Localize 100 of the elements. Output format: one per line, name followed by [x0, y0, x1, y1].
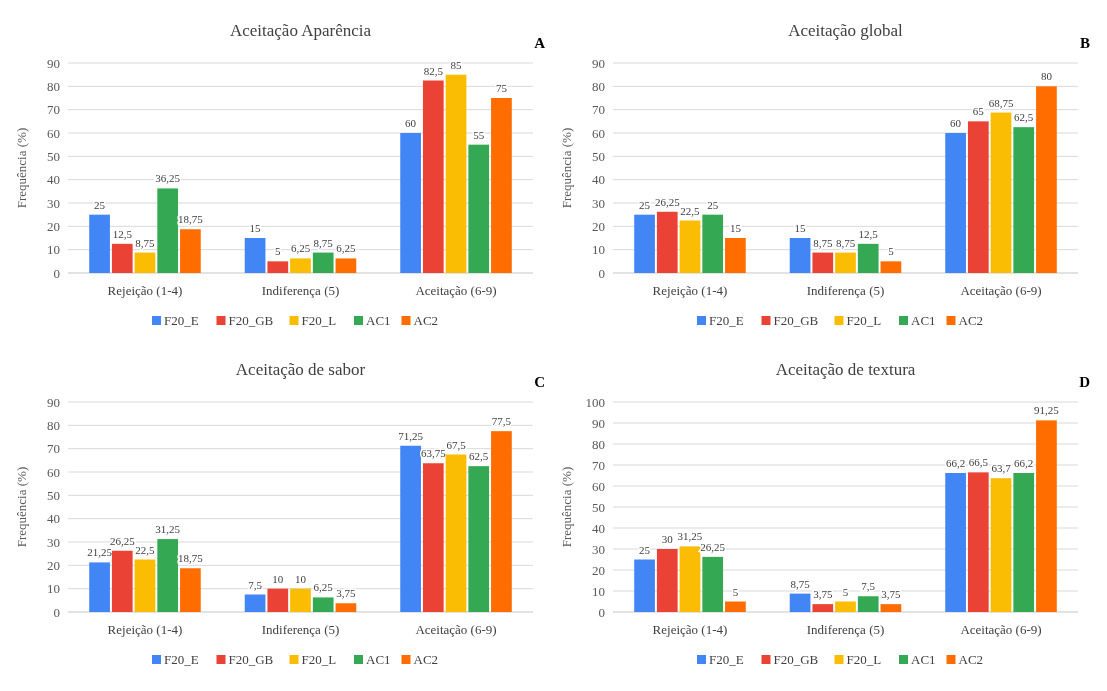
bar — [134, 252, 156, 273]
data-label: 5 — [888, 245, 895, 258]
data-label: 77,5 — [491, 415, 512, 428]
x-tick-label: Aceitação (6-9) — [960, 622, 1042, 637]
y-tick-label: 30 — [592, 541, 605, 557]
data-label: 85 — [450, 58, 463, 71]
legend-label: F20_GB — [773, 652, 819, 667]
y-tick-label: 70 — [592, 102, 605, 118]
bar — [422, 80, 444, 273]
data-label: 21,25 — [87, 546, 113, 559]
y-tick-label: 90 — [592, 415, 605, 431]
legend-label: F20_E — [164, 652, 199, 667]
bar — [1013, 127, 1035, 273]
bar — [400, 445, 421, 612]
y-tick-label: 60 — [592, 478, 605, 494]
data-label: 8,75 — [835, 236, 856, 249]
bar — [812, 604, 834, 612]
bar — [157, 539, 179, 612]
bar — [445, 454, 467, 612]
text: C — [534, 374, 545, 390]
data-label: 26,25 — [109, 534, 136, 547]
bar — [812, 252, 834, 273]
y-tick-label: 90 — [47, 394, 60, 410]
y-tick-label: 20 — [592, 218, 605, 234]
legend-label: F20_E — [164, 313, 199, 328]
y-tick-label: 90 — [592, 55, 605, 71]
bar — [180, 229, 201, 273]
bar — [180, 568, 201, 612]
bar — [468, 466, 490, 612]
x-tick-label: Rejeição (1-4) — [107, 622, 183, 637]
legend-label: F20_GB — [773, 313, 819, 328]
bar — [990, 478, 1012, 612]
legend-label: AC1 — [911, 313, 936, 328]
y-tick-label: 10 — [47, 581, 60, 597]
data-label: 36,25 — [155, 172, 181, 185]
y-tick-label: 10 — [592, 583, 605, 599]
bar — [491, 98, 512, 273]
bar — [857, 596, 879, 612]
bar — [656, 549, 678, 612]
bar — [1036, 86, 1057, 273]
y-tick-label: 70 — [47, 102, 60, 118]
y-axis-title: Frequência (%) — [14, 466, 29, 548]
y-tick-label: 0 — [598, 604, 605, 620]
bar — [679, 220, 701, 273]
bar — [880, 604, 902, 612]
y-tick-label: 50 — [592, 499, 605, 515]
data-label: 3,75 — [813, 588, 833, 601]
bar — [335, 258, 357, 273]
y-tick-label: 0 — [53, 265, 60, 281]
data-label: 25 — [639, 543, 651, 556]
y-tick-label: 20 — [47, 218, 60, 234]
bar — [1013, 472, 1035, 612]
x-tick-label: Indiferença (5) — [806, 283, 885, 298]
data-label: 63,75 — [420, 447, 447, 460]
data-label: 66,2 — [945, 456, 966, 469]
legend-label: F20_E — [709, 313, 744, 328]
data-label: 62,5 — [1014, 111, 1034, 124]
data-label: 65 — [972, 105, 985, 118]
data-label: 26,25 — [654, 195, 681, 208]
bar — [491, 431, 512, 612]
y-axis-title: Frequência (%) — [559, 127, 574, 209]
bar — [679, 546, 701, 612]
data-label: 62,5 — [469, 450, 489, 463]
data-label: 60 — [405, 117, 417, 129]
bar — [967, 121, 989, 273]
y-tick-label: 40 — [47, 511, 60, 527]
x-tick-label: Rejeição (1-4) — [652, 622, 728, 637]
data-label: 26,25 — [700, 540, 726, 553]
bar — [880, 261, 902, 273]
data-label: 60 — [950, 117, 962, 129]
bar — [656, 211, 678, 273]
data-label: 12,5 — [112, 227, 133, 240]
data-label: 55 — [473, 128, 485, 141]
bar — [89, 562, 110, 612]
y-tick-label: 90 — [47, 55, 60, 71]
bar — [634, 214, 655, 273]
data-label: 71,25 — [398, 429, 424, 442]
data-label: 25 — [707, 198, 719, 211]
bar — [422, 463, 444, 612]
legend-label: F20_L — [301, 313, 337, 328]
x-tick-label: Indiferença (5) — [261, 283, 340, 298]
data-label: 67,5 — [446, 438, 467, 451]
data-label: 25 — [639, 198, 651, 211]
bar — [702, 556, 724, 612]
bar — [267, 588, 289, 612]
bar — [89, 214, 110, 273]
data-label: 7,5 — [248, 578, 263, 591]
y-tick-label: 30 — [47, 534, 60, 550]
data-label: 3,75 — [336, 587, 357, 600]
legend-label: F20_L — [846, 652, 882, 667]
bar — [468, 144, 490, 273]
bar — [111, 243, 133, 273]
bar — [1036, 420, 1057, 612]
y-tick-label: 80 — [592, 436, 605, 452]
y-tick-label: 50 — [47, 487, 60, 503]
data-label: 25 — [94, 198, 106, 211]
data-label: 66,2 — [1014, 456, 1034, 469]
data-label: 5 — [842, 585, 849, 598]
data-label: 6,25 — [290, 242, 311, 255]
data-label: 75 — [495, 82, 508, 94]
